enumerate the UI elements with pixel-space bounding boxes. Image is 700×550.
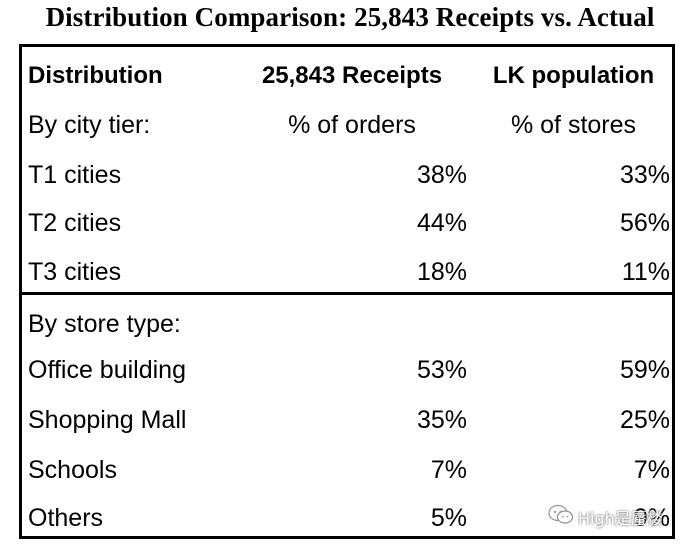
row-population-value: 11% — [621, 258, 670, 286]
watermark: High是蜃楼 — [548, 500, 676, 534]
row-label: Shopping Mall — [28, 406, 187, 434]
subheader-pct-stores: % of stores — [510, 111, 637, 139]
header-receipts: 25,843 Receipts — [261, 62, 443, 89]
row-label: Schools — [28, 456, 117, 484]
row-label: Others — [28, 504, 104, 532]
row-receipts-value: 53% — [416, 356, 467, 384]
row-receipts-value: 35% — [416, 406, 467, 434]
row-population-value: 33% — [619, 161, 670, 189]
row-receipts-value: 38% — [416, 161, 467, 189]
row-population-value: 56% — [619, 209, 670, 237]
section-divider — [22, 292, 672, 295]
row-receipts-value: 5% — [430, 504, 467, 532]
row-receipts-value: 7% — [430, 456, 467, 484]
page-title: Distribution Comparison: 25,843 Receipts… — [45, 2, 655, 32]
header-distribution: Distribution — [28, 62, 163, 89]
row-label: T1 cities — [28, 161, 122, 189]
row-population-value: 7% — [633, 456, 670, 484]
distribution-table: Distribution 25,843 Receipts LK populati… — [19, 44, 675, 539]
subheader-pct-orders: % of orders — [288, 111, 416, 139]
section-label-store-type: By store type: — [28, 310, 181, 338]
row-population-value: 25% — [619, 406, 670, 434]
section-label-city-tier: By city tier: — [28, 111, 151, 139]
row-receipts-value: 44% — [416, 209, 467, 237]
row-receipts-value: 18% — [416, 258, 467, 286]
wechat-icon — [548, 504, 574, 531]
row-label: T3 cities — [28, 258, 122, 286]
row-population-value: 59% — [619, 356, 670, 384]
row-label: T2 cities — [28, 209, 122, 237]
row-label: Office building — [28, 356, 186, 384]
row-population-value: 9% — [633, 504, 670, 532]
header-population: LK population — [492, 62, 655, 89]
watermark-text: High是蜃楼 — [578, 509, 663, 528]
